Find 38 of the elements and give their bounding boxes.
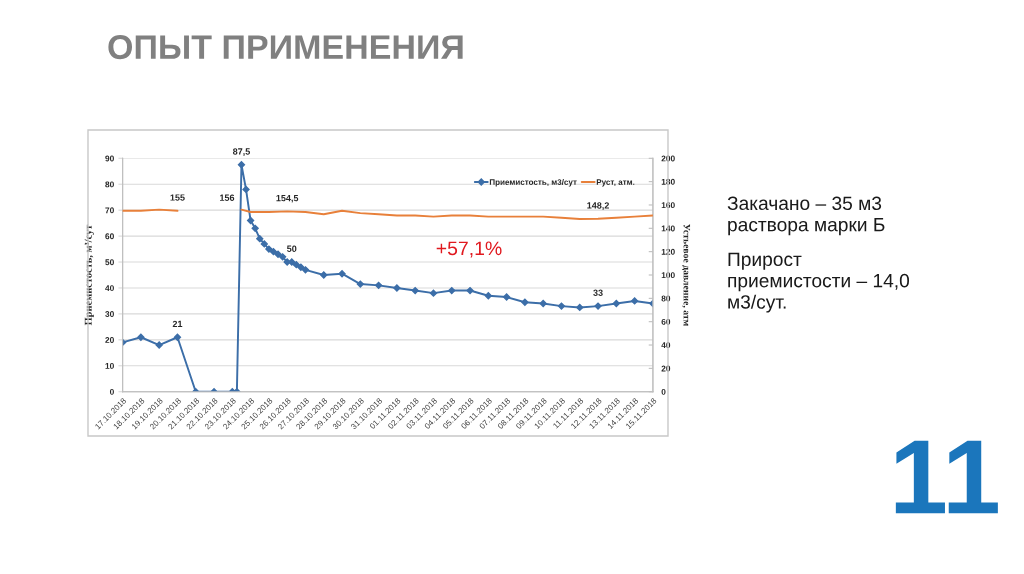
y2-tick-label: 200	[661, 155, 675, 162]
y2-tick-label: 120	[661, 248, 675, 255]
y-tick-label: 90	[105, 155, 114, 162]
y-tick-label: 0	[109, 388, 114, 395]
y2-tick-label: 60	[661, 318, 671, 325]
legend-label: Руст, атм.	[596, 179, 635, 187]
y2-tick-label: 180	[661, 178, 675, 185]
y2-tick-label: 100	[661, 272, 675, 279]
y2-tick-label: 140	[661, 225, 675, 232]
data-label: 148,2	[587, 202, 609, 210]
data-label: 156	[220, 194, 235, 201]
y2-axis-title: Устьевое давление, атм	[681, 224, 691, 326]
y2-tick-label: 40	[661, 342, 671, 349]
data-label: 87,5	[232, 148, 250, 156]
text: Прирост приемистости – 14,0 м3/сут.	[728, 252, 910, 313]
y-tick-label: 70	[105, 207, 114, 214]
y-tick-label: 60	[105, 233, 114, 240]
text: 11	[895, 440, 998, 514]
annotation: +57,1%	[436, 241, 502, 258]
y-axis-title: Приемистость, м³/сут	[84, 224, 94, 326]
y-tick-label: 80	[105, 181, 114, 188]
data-label: 21	[172, 320, 183, 328]
y2-tick-label: 0	[661, 388, 666, 395]
y2-tick-label: 80	[661, 295, 671, 302]
y-tick-label: 30	[105, 311, 114, 318]
y-tick-label: 40	[105, 285, 114, 292]
y-tick-label: 50	[105, 259, 114, 266]
data-label: 154,5	[276, 194, 299, 203]
data-label: 155	[170, 194, 185, 201]
y-tick-label: 20	[105, 337, 114, 343]
text: Закачано – 35 м3 раствора марки Б	[727, 196, 885, 236]
data-label: 50	[287, 245, 297, 252]
y2-tick-label: 160	[661, 202, 675, 209]
data-label: 33	[593, 289, 603, 297]
chart-title: ОПЫТ ПРИМЕНЕНИЯ	[108, 35, 463, 60]
y-tick-label: 10	[105, 362, 114, 369]
legend-label: Приемистость, м3/сут	[489, 179, 577, 187]
y2-tick-label: 20	[661, 365, 671, 372]
